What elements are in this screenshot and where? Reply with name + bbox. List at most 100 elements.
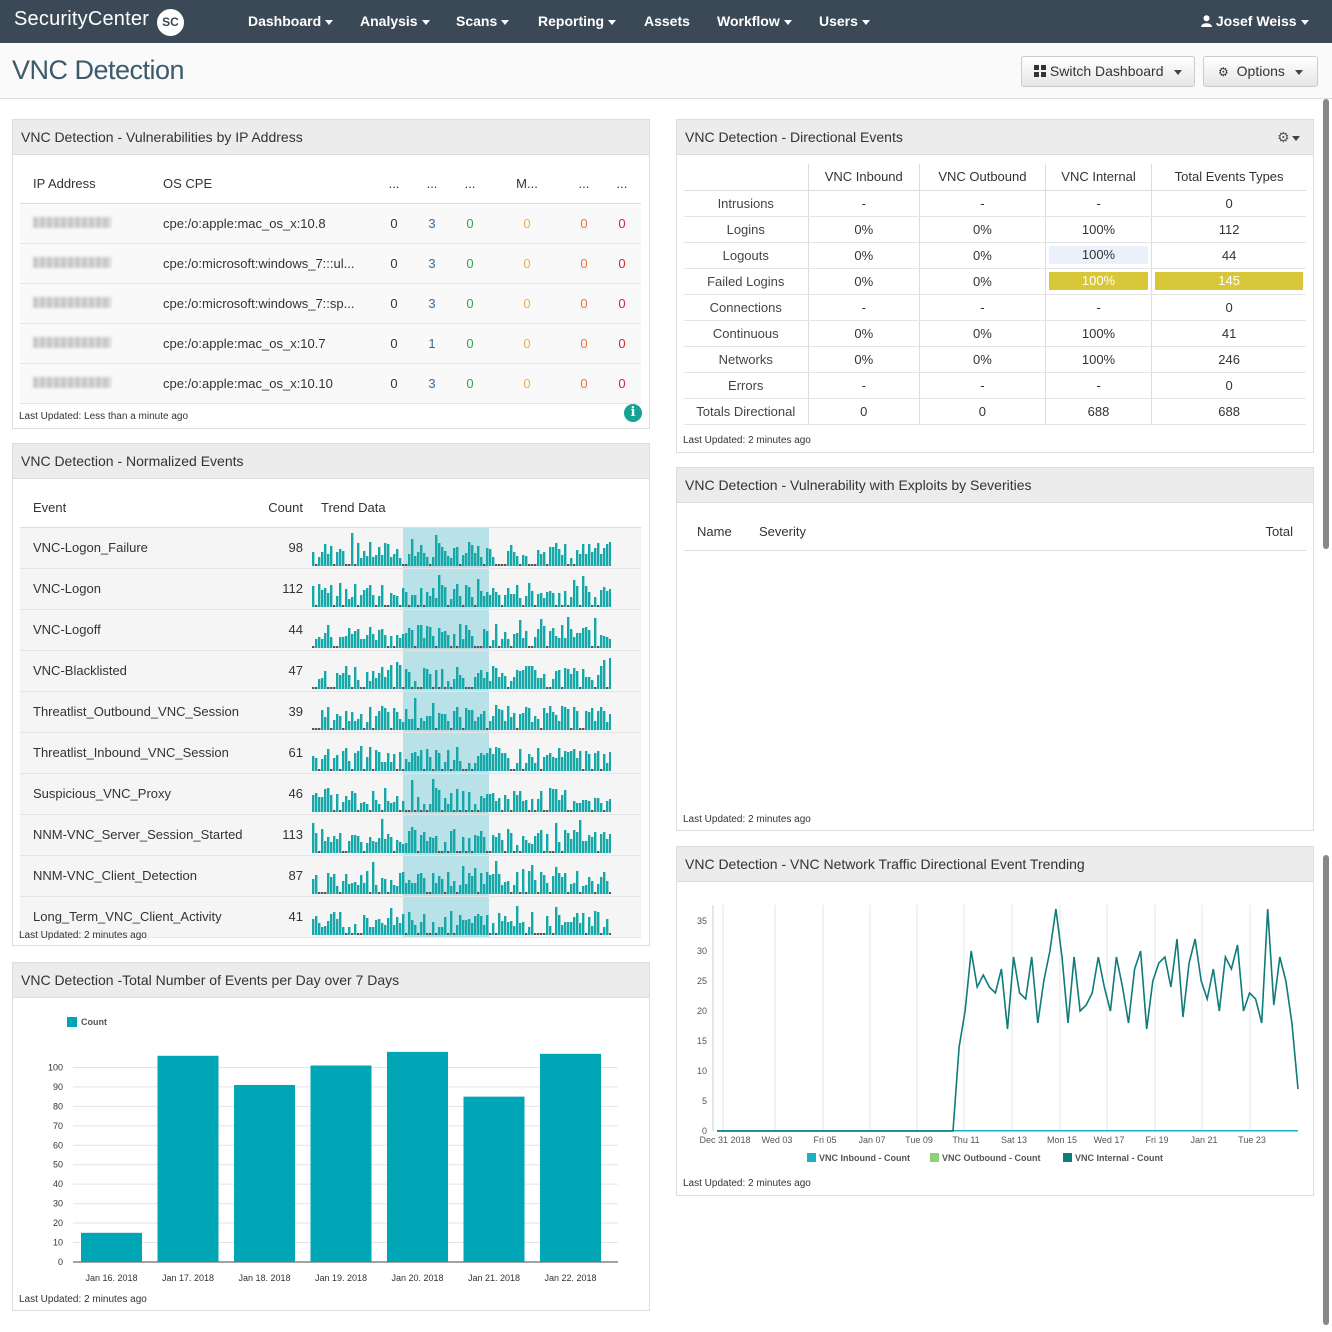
nav-reporting[interactable]: Reporting xyxy=(538,13,617,29)
bar[interactable] xyxy=(387,1051,448,1262)
severity-count[interactable]: 0 xyxy=(375,363,413,404)
trend-bar xyxy=(483,563,486,566)
table-row[interactable]: Threatlist_Outbound_VNC_Session 39 xyxy=(20,691,641,733)
column-header[interactable]: ... xyxy=(413,165,451,204)
table-row[interactable]: Long_Term_VNC_Client_Activity 41 xyxy=(20,896,641,938)
severity-count[interactable]: 0 xyxy=(375,283,413,324)
severity-count[interactable]: 3 xyxy=(413,203,451,244)
trend-bar xyxy=(570,838,573,853)
table-row[interactable]: VNC-Blacklisted 47 xyxy=(20,650,641,692)
x-tick-label: Tue 09 xyxy=(905,1135,933,1145)
table-row[interactable]: VNC-Logon 112 xyxy=(20,568,641,610)
bar[interactable] xyxy=(157,1055,219,1262)
trend-bar xyxy=(528,707,531,730)
table-row[interactable]: NNM-VNC_Client_Detection 87 xyxy=(20,855,641,897)
trend-bar xyxy=(534,879,537,894)
severity-count[interactable]: 0 xyxy=(489,283,565,324)
severity-count[interactable]: 0 xyxy=(564,323,603,364)
severity-count[interactable]: 0 xyxy=(602,363,641,404)
table-row[interactable]: cpe:/o:apple:mac_os_x:10.8 0 3 0 0 0 0 xyxy=(20,203,641,244)
severity-count[interactable]: 0 xyxy=(451,283,489,324)
column-header[interactable]: ... xyxy=(602,165,641,204)
table-row[interactable]: Suspicious_VNC_Proxy 46 xyxy=(20,773,641,815)
nav-analysis[interactable]: Analysis xyxy=(360,13,430,29)
severity-count[interactable]: 0 xyxy=(375,203,413,244)
trend-bar xyxy=(381,761,384,771)
severity-count[interactable]: 0 xyxy=(489,203,565,244)
severity-count[interactable]: 0 xyxy=(602,203,641,244)
severity-count[interactable]: 0 xyxy=(602,243,641,284)
severity-count[interactable]: 3 xyxy=(413,243,451,284)
bar[interactable] xyxy=(310,1065,372,1262)
bar[interactable] xyxy=(81,1232,142,1262)
trend-bar xyxy=(384,838,387,853)
nav-workflow[interactable]: Workflow xyxy=(717,13,792,29)
severity-count[interactable]: 0 xyxy=(451,243,489,284)
trend-bar xyxy=(555,542,558,566)
nav-scans[interactable]: Scans xyxy=(456,13,510,29)
bar[interactable] xyxy=(234,1084,295,1262)
table-row[interactable]: VNC-Logon_Failure 98 xyxy=(20,527,641,569)
switch-dashboard-button[interactable]: Switch Dashboard xyxy=(1021,56,1195,87)
column-header[interactable]: OS CPE xyxy=(150,165,375,204)
trend-bar xyxy=(597,883,600,894)
options-button[interactable]: ⚙ Options xyxy=(1203,56,1318,87)
app-logo[interactable]: SecurityCenter xyxy=(14,8,150,30)
ip-address-cell[interactable] xyxy=(20,243,150,284)
column-header[interactable]: IP Address xyxy=(20,165,150,204)
severity-count[interactable]: 1 xyxy=(413,323,451,364)
info-icon[interactable]: i xyxy=(624,404,642,422)
column-header[interactable]: Total xyxy=(1265,524,1293,539)
table-row[interactable]: NNM-VNC_Server_Session_Started 113 xyxy=(20,814,641,856)
severity-count[interactable]: 0 xyxy=(375,323,413,364)
user-menu[interactable]: Josef Weiss xyxy=(1201,13,1309,29)
severity-count[interactable]: 0 xyxy=(564,283,603,324)
severity-count[interactable]: 0 xyxy=(489,363,565,404)
table-row[interactable]: cpe:/o:apple:mac_os_x:10.7 0 1 0 0 0 0 xyxy=(20,323,641,364)
ip-address-cell[interactable] xyxy=(20,283,150,324)
event-name: NNM-VNC_Server_Session_Started xyxy=(20,814,255,856)
column-header[interactable]: Event xyxy=(20,489,255,528)
table-row[interactable]: Threatlist_Inbound_VNC_Session 61 xyxy=(20,732,641,774)
column-header[interactable]: Trend Data xyxy=(311,489,641,528)
severity-count[interactable]: 3 xyxy=(413,363,451,404)
bar[interactable] xyxy=(540,1053,601,1262)
severity-count[interactable]: 0 xyxy=(451,323,489,364)
nav-dashboard[interactable]: Dashboard xyxy=(248,13,334,29)
severity-count[interactable]: 0 xyxy=(375,243,413,284)
severity-count[interactable]: 0 xyxy=(564,243,603,284)
column-header[interactable]: ... xyxy=(564,165,603,204)
column-header[interactable]: ... xyxy=(451,165,489,204)
severity-count[interactable]: 0 xyxy=(602,323,641,364)
column-header[interactable]: Severity xyxy=(759,524,806,539)
table-row[interactable]: cpe:/o:microsoft:windows_7::sp... 0 3 0 0 0 0 xyxy=(20,283,641,324)
severity-count[interactable]: 0 xyxy=(451,363,489,404)
severity-count[interactable]: 0 xyxy=(451,203,489,244)
severity-count[interactable]: 0 xyxy=(564,203,603,244)
ip-address-cell[interactable] xyxy=(20,203,150,244)
column-header[interactable]: Name xyxy=(697,524,732,539)
table-row[interactable]: VNC-Logoff 44 xyxy=(20,609,641,651)
scrollbar[interactable] xyxy=(1323,99,1329,549)
severity-count[interactable]: 0 xyxy=(602,283,641,324)
table-row[interactable]: cpe:/o:microsoft:windows_7:::ul... 0 3 0 0 0 0 xyxy=(20,243,641,284)
severity-count[interactable]: 0 xyxy=(489,323,565,364)
nav-assets[interactable]: Assets xyxy=(644,13,690,29)
severity-count[interactable]: 3 xyxy=(413,283,451,324)
bar[interactable] xyxy=(463,1096,525,1262)
ip-address-cell[interactable] xyxy=(20,363,150,404)
trend-bar xyxy=(597,797,600,812)
gear-icon[interactable]: ⚙ xyxy=(1277,129,1300,146)
severity-count[interactable]: 0 xyxy=(564,363,603,404)
severity-count[interactable]: 0 xyxy=(489,243,565,284)
trend-bar xyxy=(369,891,372,894)
column-header[interactable]: M... xyxy=(489,165,565,204)
nav-users[interactable]: Users xyxy=(819,13,870,29)
ip-address-cell[interactable] xyxy=(20,323,150,364)
table-row[interactable]: cpe:/o:apple:mac_os_x:10.10 0 3 0 0 0 0 xyxy=(20,363,641,404)
column-header[interactable]: ... xyxy=(375,165,413,204)
scrollbar-secondary[interactable] xyxy=(1323,855,1329,1325)
y-tick-label: 80 xyxy=(53,1101,63,1111)
column-header[interactable]: Count xyxy=(255,489,311,528)
trend-bar xyxy=(582,885,585,894)
